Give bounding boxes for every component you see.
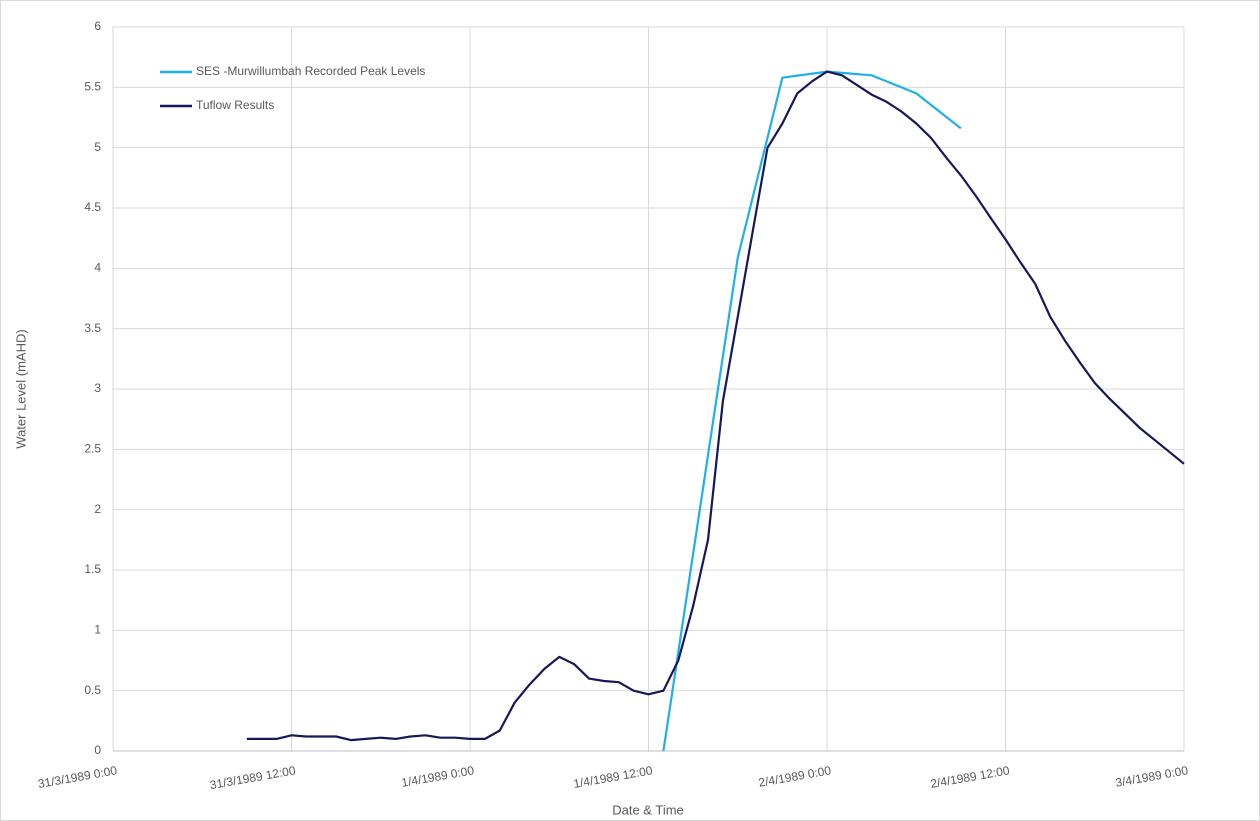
y-tick-label: 4.5 (84, 200, 101, 214)
y-tick-label: 2.5 (84, 442, 101, 456)
data-line (246, 70, 1185, 742)
y-tick-label: 1.5 (84, 562, 101, 576)
y-tick-label: 1 (94, 623, 101, 637)
y-tick-label: 0 (94, 743, 101, 757)
y-tick-label: 4 (94, 261, 101, 275)
y-tick-label: 3 (94, 381, 101, 395)
y-tick-label: 5 (94, 140, 101, 154)
legend-label: SES -Murwillumbah Recorded Peak Levels (196, 64, 425, 78)
y-axis-label: Water Level (mAHD) (13, 329, 28, 448)
y-tick-label: 3.5 (84, 321, 101, 335)
y-tick-label: 6 (94, 19, 101, 33)
y-tick-label: 2 (94, 502, 101, 516)
legend-label: Tuflow Results (196, 98, 274, 112)
y-tick-label: 5.5 (84, 80, 101, 94)
x-axis-label: Date & Time (612, 802, 684, 817)
y-tick-label: 0.5 (84, 683, 101, 697)
